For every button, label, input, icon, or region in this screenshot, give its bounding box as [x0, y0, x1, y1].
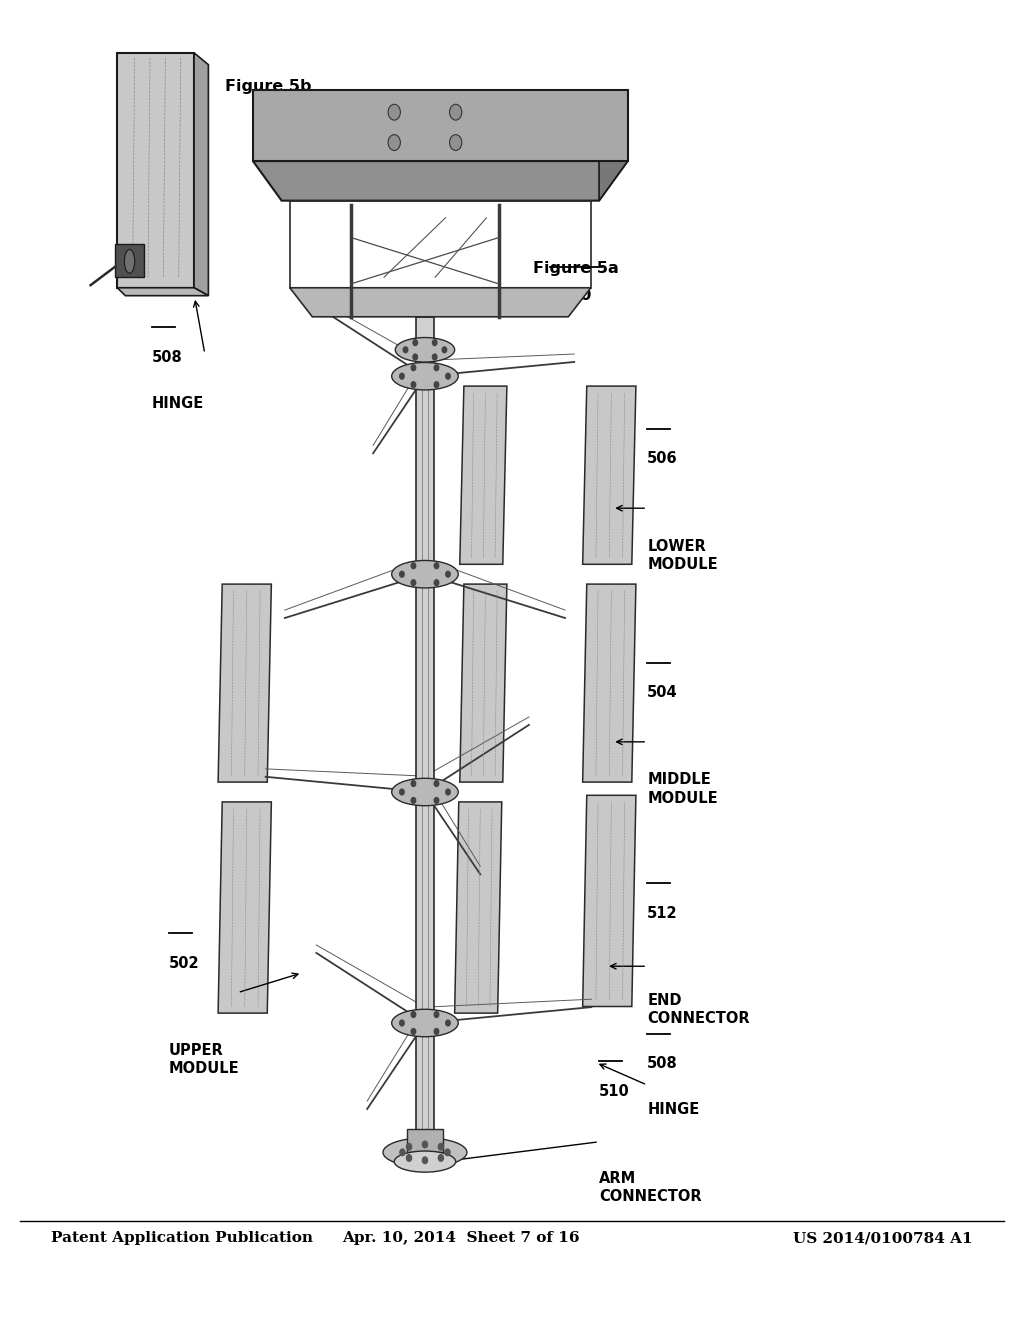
Polygon shape: [218, 585, 271, 781]
Circle shape: [434, 1028, 438, 1035]
Text: MIDDLE
MODULE: MIDDLE MODULE: [647, 772, 718, 805]
Text: HINGE: HINGE: [152, 396, 204, 411]
Circle shape: [399, 374, 404, 379]
Text: ARM
CONNECTOR: ARM CONNECTOR: [599, 1171, 701, 1204]
Circle shape: [445, 374, 451, 379]
Polygon shape: [195, 53, 209, 296]
Circle shape: [412, 1011, 416, 1018]
Ellipse shape: [125, 249, 135, 273]
Text: 508: 508: [647, 1056, 678, 1071]
Circle shape: [412, 364, 416, 371]
Text: HINGE: HINGE: [647, 1102, 699, 1117]
Polygon shape: [460, 387, 507, 565]
Ellipse shape: [391, 561, 459, 587]
Circle shape: [434, 780, 438, 787]
Ellipse shape: [391, 1010, 459, 1036]
Text: Patent Application Publication: Patent Application Publication: [51, 1232, 313, 1245]
Circle shape: [445, 1020, 451, 1026]
Circle shape: [422, 1156, 428, 1164]
Circle shape: [412, 381, 416, 388]
Polygon shape: [599, 90, 628, 201]
Polygon shape: [583, 387, 636, 565]
Circle shape: [432, 339, 437, 346]
Circle shape: [388, 135, 400, 150]
Ellipse shape: [391, 779, 459, 805]
Circle shape: [434, 381, 438, 388]
Bar: [407, 1129, 443, 1152]
Polygon shape: [583, 795, 636, 1006]
Text: 502: 502: [169, 956, 200, 970]
Circle shape: [434, 579, 438, 586]
Text: US 2014/0100784 A1: US 2014/0100784 A1: [794, 1232, 973, 1245]
Polygon shape: [117, 288, 209, 296]
Circle shape: [434, 562, 438, 569]
Circle shape: [422, 1140, 428, 1147]
Text: 510: 510: [599, 1084, 630, 1098]
Ellipse shape: [383, 1138, 467, 1167]
Circle shape: [438, 1143, 443, 1150]
Circle shape: [413, 354, 418, 360]
Circle shape: [434, 797, 438, 804]
Polygon shape: [253, 90, 628, 161]
Circle shape: [450, 135, 462, 150]
Text: 506: 506: [647, 451, 678, 466]
Bar: [416, 317, 434, 1168]
Polygon shape: [218, 801, 271, 1014]
Text: END
CONNECTOR: END CONNECTOR: [647, 993, 750, 1026]
Circle shape: [412, 562, 416, 569]
Text: 504: 504: [647, 685, 678, 700]
Circle shape: [438, 1155, 443, 1162]
Circle shape: [399, 1020, 404, 1026]
Text: 508: 508: [152, 350, 182, 364]
Text: Figure 5a: Figure 5a: [532, 261, 618, 276]
Circle shape: [413, 339, 418, 346]
Polygon shape: [253, 161, 628, 201]
Polygon shape: [583, 585, 636, 781]
Text: UPPER
MODULE: UPPER MODULE: [169, 1043, 240, 1076]
Circle shape: [412, 1028, 416, 1035]
Circle shape: [412, 579, 416, 586]
Circle shape: [399, 789, 404, 795]
Circle shape: [434, 364, 438, 371]
Polygon shape: [455, 801, 502, 1014]
Circle shape: [388, 104, 400, 120]
Ellipse shape: [391, 363, 459, 389]
Circle shape: [450, 104, 462, 120]
Text: Figure 5b: Figure 5b: [225, 79, 311, 94]
Ellipse shape: [394, 1151, 456, 1172]
Polygon shape: [460, 585, 507, 781]
Ellipse shape: [395, 338, 455, 362]
Text: 500: 500: [559, 288, 592, 302]
Text: 512: 512: [647, 906, 678, 920]
Bar: [115, 244, 143, 277]
Circle shape: [403, 347, 408, 352]
Circle shape: [407, 1143, 412, 1150]
Text: LOWER
MODULE: LOWER MODULE: [647, 539, 718, 572]
Circle shape: [445, 572, 451, 577]
Circle shape: [434, 1011, 438, 1018]
Circle shape: [399, 572, 404, 577]
Bar: [117, 53, 195, 288]
Polygon shape: [290, 288, 591, 317]
Circle shape: [412, 780, 416, 787]
Circle shape: [442, 347, 446, 352]
Circle shape: [399, 1148, 404, 1156]
Circle shape: [432, 354, 437, 360]
Circle shape: [444, 1148, 451, 1156]
Circle shape: [407, 1155, 412, 1162]
Circle shape: [412, 797, 416, 804]
Text: Apr. 10, 2014  Sheet 7 of 16: Apr. 10, 2014 Sheet 7 of 16: [342, 1232, 580, 1245]
Circle shape: [445, 789, 451, 795]
